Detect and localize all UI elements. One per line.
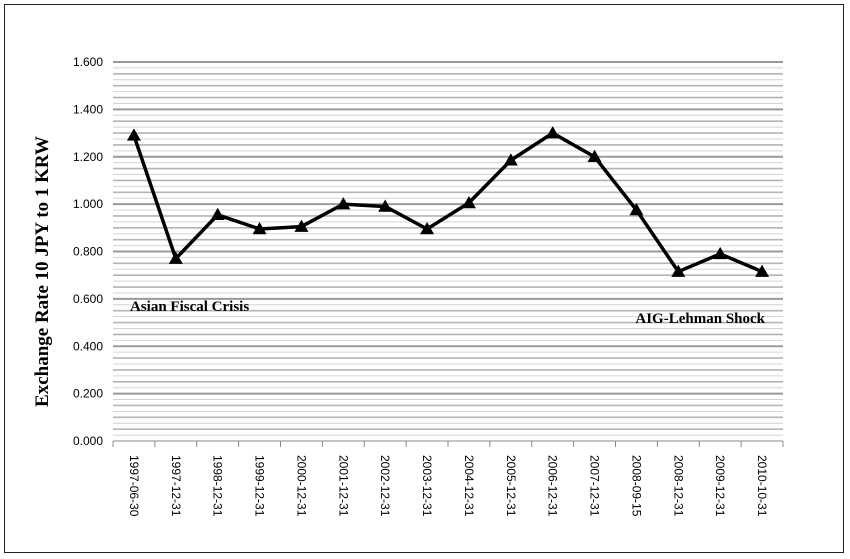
x-tick-label: 1997-12-31 [169,455,183,517]
x-tick-label: 2006-12-31 [546,455,560,517]
chart-frame: 0.000 0.200 0.400 0.600 0.800 1.000 1.200 1.400… [4,4,844,553]
y-axis-ticks: 0.000 0.200 0.400 0.600 0.800 1.000 1.200 1.400… [73,55,103,448]
data-point-marker [252,221,267,235]
series-line [132,131,763,274]
line-chart: 0.000 0.200 0.400 0.600 0.800 1.000 1.200 1.400… [32,55,784,517]
data-point-marker [126,128,141,141]
data-point-marker [168,251,183,264]
y-tick-label: 0.200 [73,387,103,401]
data-point-marker [503,153,518,166]
x-tick-label: 2008-12-31 [671,455,685,517]
x-tick-label: 1998-12-31 [211,455,225,517]
x-tick-label: 2004-12-31 [462,455,476,517]
x-tick-label: 2003-12-31 [420,455,434,517]
x-tick-label: 2005-12-31 [504,455,518,517]
y-tick-label: 1.000 [73,197,103,211]
x-tick-label: 2000-12-31 [294,455,308,517]
data-point-marker [461,195,476,209]
data-point-marker [210,207,225,221]
x-tick-label: 2007-12-31 [588,455,602,517]
y-tick-label: 0.800 [73,245,103,259]
series-markers [126,126,770,277]
grid-lines [113,61,783,436]
x-tick-label: 2002-12-31 [378,455,392,517]
x-tick-label: 2001-12-31 [336,455,350,517]
data-point-marker [420,221,435,235]
y-tick-label: 1.400 [73,102,103,116]
data-point-marker [294,219,309,232]
y-tick-label: 0.600 [73,292,103,306]
x-tick-label: 1999-12-31 [253,455,267,517]
x-axis-ticks: 1997-06-30 1997-12-31 1998-12-31 1999-12-31… [112,441,784,517]
data-point-marker [336,197,351,210]
data-point-marker [587,149,602,162]
annotation-aig-lehman-shock: AIG-Lehman Shock [635,311,765,327]
y-axis-label: Exchange Rate 10 JPY to 1 KRW [32,136,53,407]
data-point-marker [629,203,644,216]
x-tick-label: 2009-12-31 [713,455,727,517]
x-tick-label: 2010-10-31 [755,455,769,517]
y-tick-label: 1.200 [73,150,103,164]
y-tick-label: 0.400 [73,339,103,353]
data-point-marker [545,126,560,139]
data-point-marker [671,264,686,277]
data-point-marker [755,264,770,277]
y-tick-label: 1.600 [73,55,103,69]
data-point-marker [378,199,393,212]
y-tick-label: 0.000 [73,434,103,448]
data-point-marker [713,246,728,260]
annotation-asian-fiscal-crisis: Asian Fiscal Crisis [130,299,249,315]
x-tick-label: 1997-06-30 [127,455,141,517]
x-tick-label: 2008-09-15 [629,455,643,517]
